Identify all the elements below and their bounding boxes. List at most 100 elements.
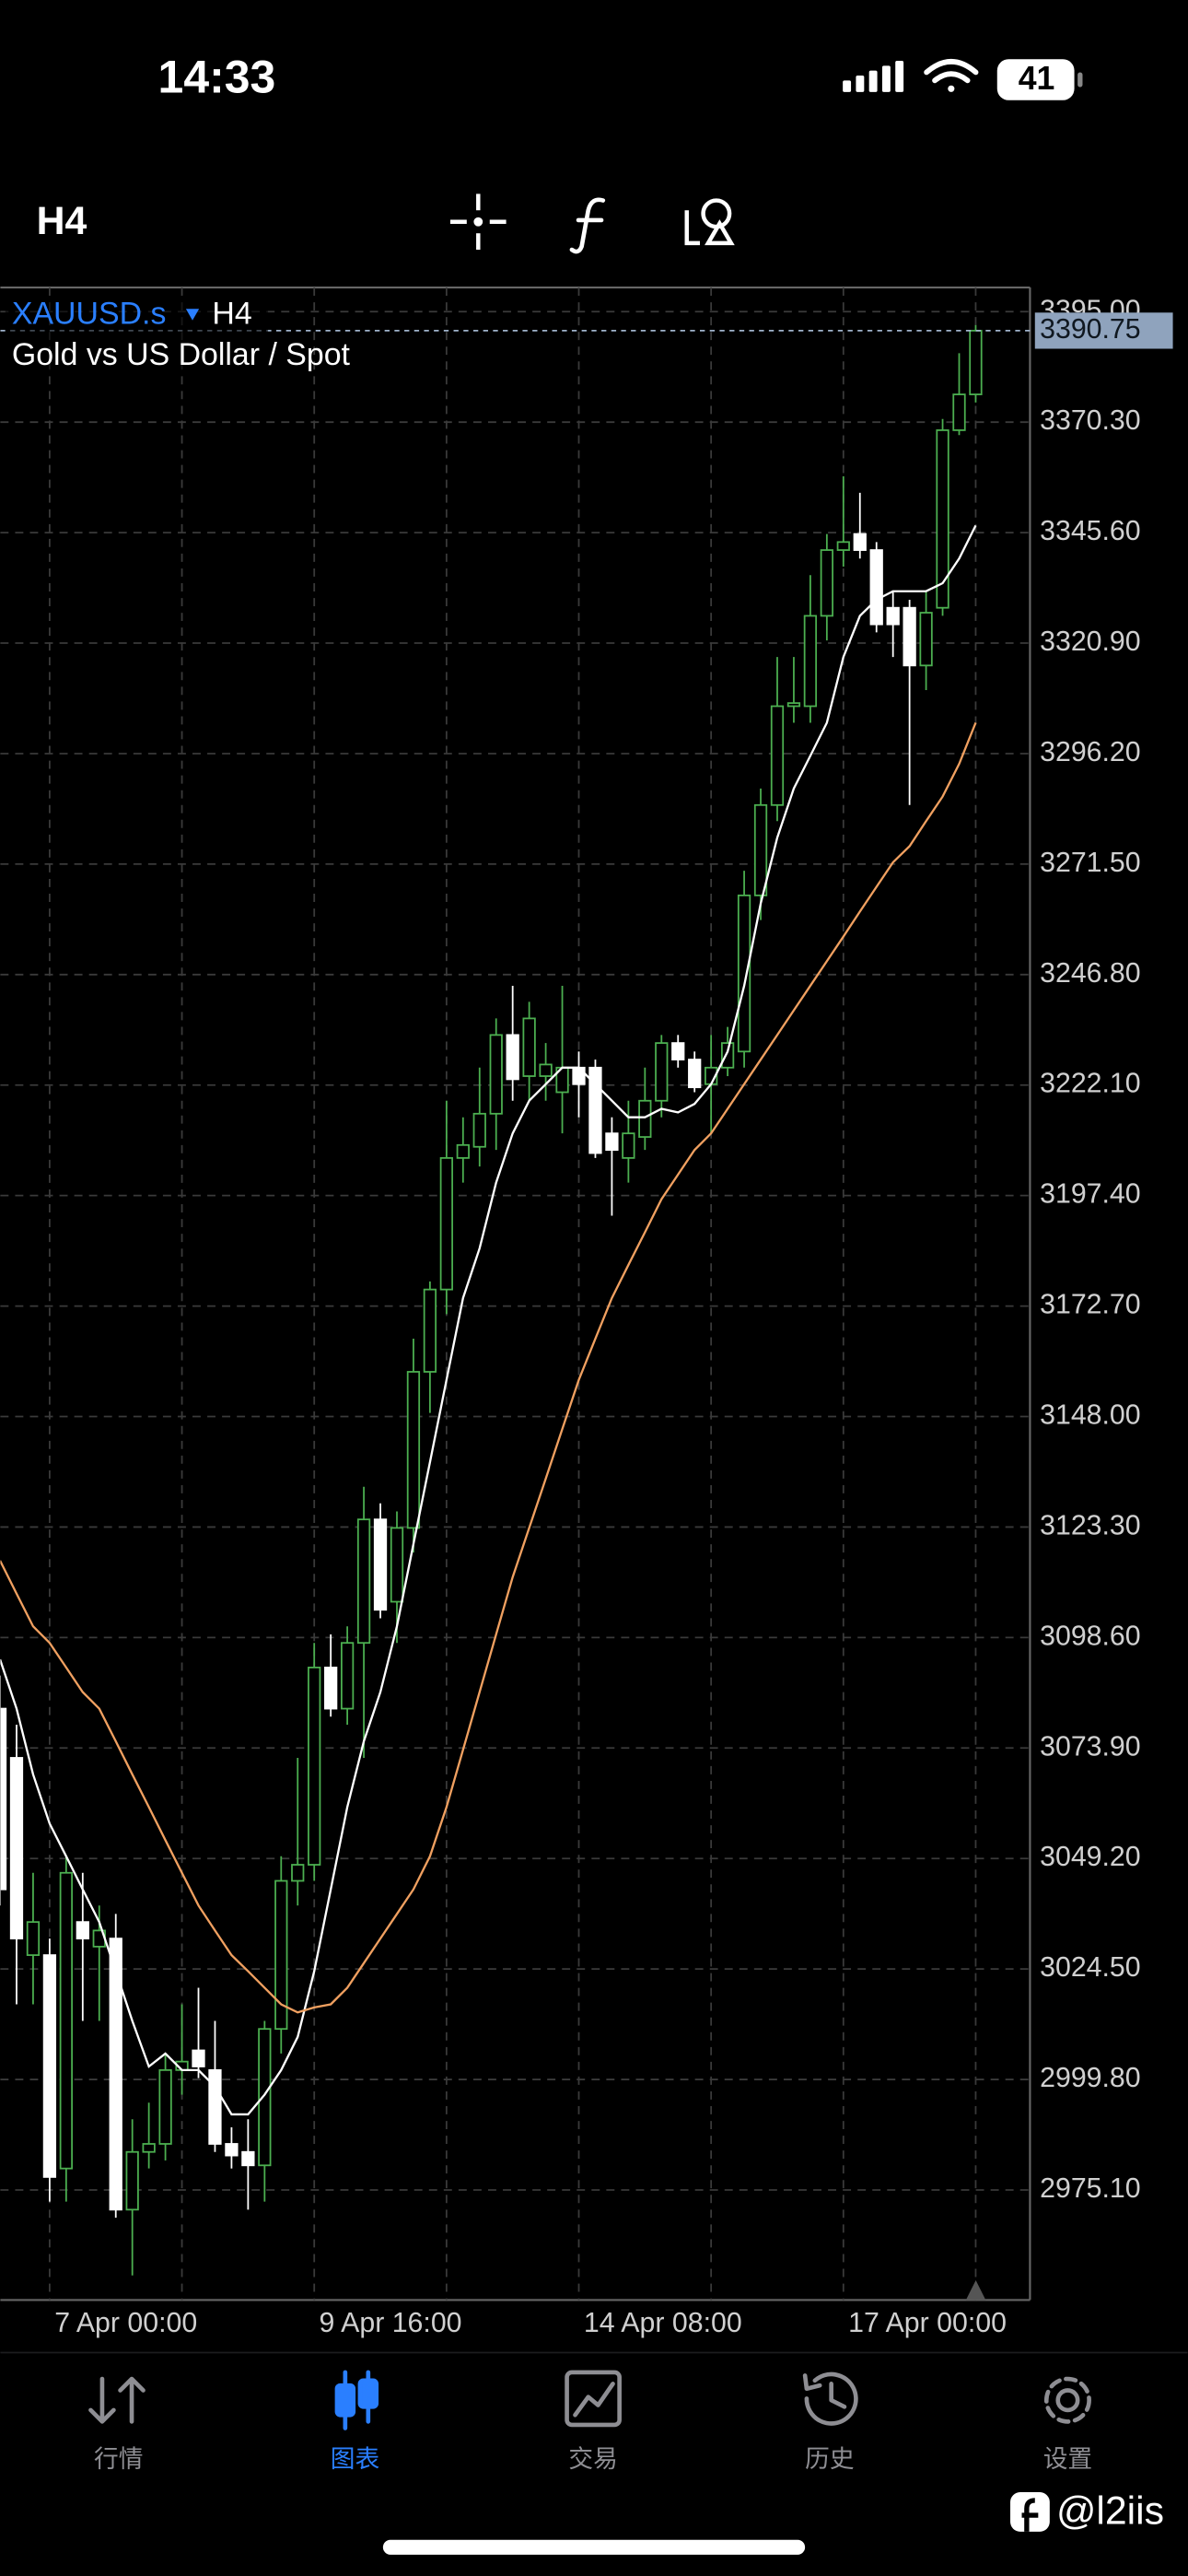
y-tick-label: 3197.40 (1040, 1179, 1141, 1210)
moving-average (0, 524, 977, 2116)
battery-nub (1077, 72, 1083, 88)
candle-body (76, 1921, 89, 1940)
y-tick-label: 3172.70 (1040, 1290, 1141, 1320)
candle-body (225, 2143, 239, 2157)
y-tick-label: 3073.90 (1040, 1731, 1141, 1762)
candle-body (770, 705, 785, 806)
y-tick-label: 3024.50 (1040, 1952, 1141, 1983)
y-tick-label: 3296.20 (1040, 737, 1141, 767)
candle-body (142, 2143, 156, 2153)
candle-body (720, 1042, 735, 1069)
candle-body (588, 1066, 602, 1154)
header-backdrop (5, 295, 269, 375)
candle-body (373, 1518, 388, 1611)
y-tick-label: 3345.60 (1040, 516, 1141, 546)
watermark: @l2iis (1056, 2489, 1164, 2534)
candle-body (258, 2028, 272, 2167)
candle-body (390, 1527, 404, 1603)
y-tick-label: 3271.50 (1040, 848, 1141, 878)
x-tick-label: 17 Apr 00:00 (848, 2308, 1007, 2338)
status-time: 14:33 (158, 52, 276, 103)
candle-body (903, 606, 916, 667)
settings-icon[interactable] (1043, 2376, 1091, 2424)
plot (0, 324, 1031, 2276)
candle-body (638, 1099, 652, 1138)
chart-icon[interactable] (334, 2370, 379, 2430)
candle-body (506, 1034, 519, 1081)
watermark-icon-glyph (1021, 2498, 1039, 2532)
candle-body (853, 533, 867, 551)
chart-timeframe: H4 (212, 296, 251, 331)
tab-label[interactable]: 历史 (805, 2445, 854, 2473)
candle-body (472, 1112, 486, 1148)
candle-body (539, 1063, 553, 1077)
candle-body (820, 549, 833, 617)
tab-label[interactable]: 行情 (94, 2445, 143, 2473)
candle-body (9, 1757, 24, 1940)
candle-body (969, 330, 983, 395)
candle-body (340, 1642, 355, 1710)
candle-body (522, 1017, 536, 1077)
candle-body (936, 429, 949, 609)
last-price-box (1034, 312, 1173, 349)
tab-label[interactable]: 图表 (331, 2445, 379, 2473)
candle-body (192, 2049, 205, 2067)
scroll-marker (965, 2280, 986, 2301)
y-tick-label: 3123.30 (1040, 1510, 1141, 1540)
y-tick-label: 3098.60 (1040, 1621, 1141, 1651)
candle-body (489, 1034, 503, 1115)
symbol[interactable]: XAUUSD.s (12, 296, 167, 331)
candle-body (886, 606, 900, 626)
symbol-dropdown[interactable] (185, 309, 200, 321)
y-tick-label: 3148.00 (1040, 1400, 1141, 1431)
quotes-icon[interactable] (88, 2376, 146, 2424)
candle-body (59, 1871, 73, 2170)
candle-body (324, 1667, 338, 1710)
candle-body (125, 2150, 139, 2211)
tab-label[interactable]: 交易 (568, 2445, 617, 2473)
objects-button[interactable] (684, 198, 735, 246)
candle-body (241, 2150, 255, 2167)
candle-body (274, 1879, 288, 2031)
candle-body (439, 1156, 453, 1291)
candle-body (671, 1042, 685, 1060)
candle-body (622, 1132, 635, 1159)
crosshair-button[interactable] (449, 193, 507, 251)
candle-body (308, 1667, 321, 1866)
battery-level: 41 (1019, 60, 1055, 97)
candle-body (423, 1288, 437, 1373)
signal-icon (843, 60, 904, 92)
candle-body (572, 1066, 586, 1085)
candle-body (158, 2068, 172, 2145)
candle-body (753, 803, 768, 896)
candle-body (406, 1371, 421, 1529)
candle-body (737, 894, 751, 1053)
candle-body (655, 1042, 669, 1102)
candle-body (869, 549, 883, 626)
candle-body (803, 615, 818, 708)
x-tick-label: 7 Apr 00:00 (54, 2308, 197, 2338)
candle-body (456, 1143, 470, 1159)
x-tick-label: 14 Apr 08:00 (584, 2308, 742, 2338)
y-tick-label: 3222.10 (1040, 1069, 1141, 1099)
y-tick-label: 2975.10 (1040, 2173, 1141, 2204)
x-tick-label: 9 Apr 16:00 (320, 2308, 462, 2338)
y-tick-label: 3320.90 (1040, 626, 1141, 657)
timeframe-button[interactable]: H4 (37, 199, 87, 243)
trade-icon[interactable] (565, 2370, 622, 2428)
y-tick-label: 3370.30 (1040, 405, 1141, 436)
battery-icon (996, 59, 1075, 100)
home-indicator (382, 2539, 806, 2555)
candle-body (109, 1938, 122, 2211)
y-tick-label: 3246.80 (1040, 958, 1141, 989)
symbol-description: Gold vs US Dollar / Spot (12, 337, 351, 372)
candle-body (0, 1707, 7, 1891)
tab-label[interactable]: 设置 (1043, 2445, 1092, 2473)
history-icon[interactable] (802, 2371, 858, 2426)
axis: 3395.003370.303345.603320.903296.203271.… (54, 295, 1173, 2338)
indicators-button[interactable] (569, 197, 606, 254)
candle-body (688, 1059, 702, 1089)
